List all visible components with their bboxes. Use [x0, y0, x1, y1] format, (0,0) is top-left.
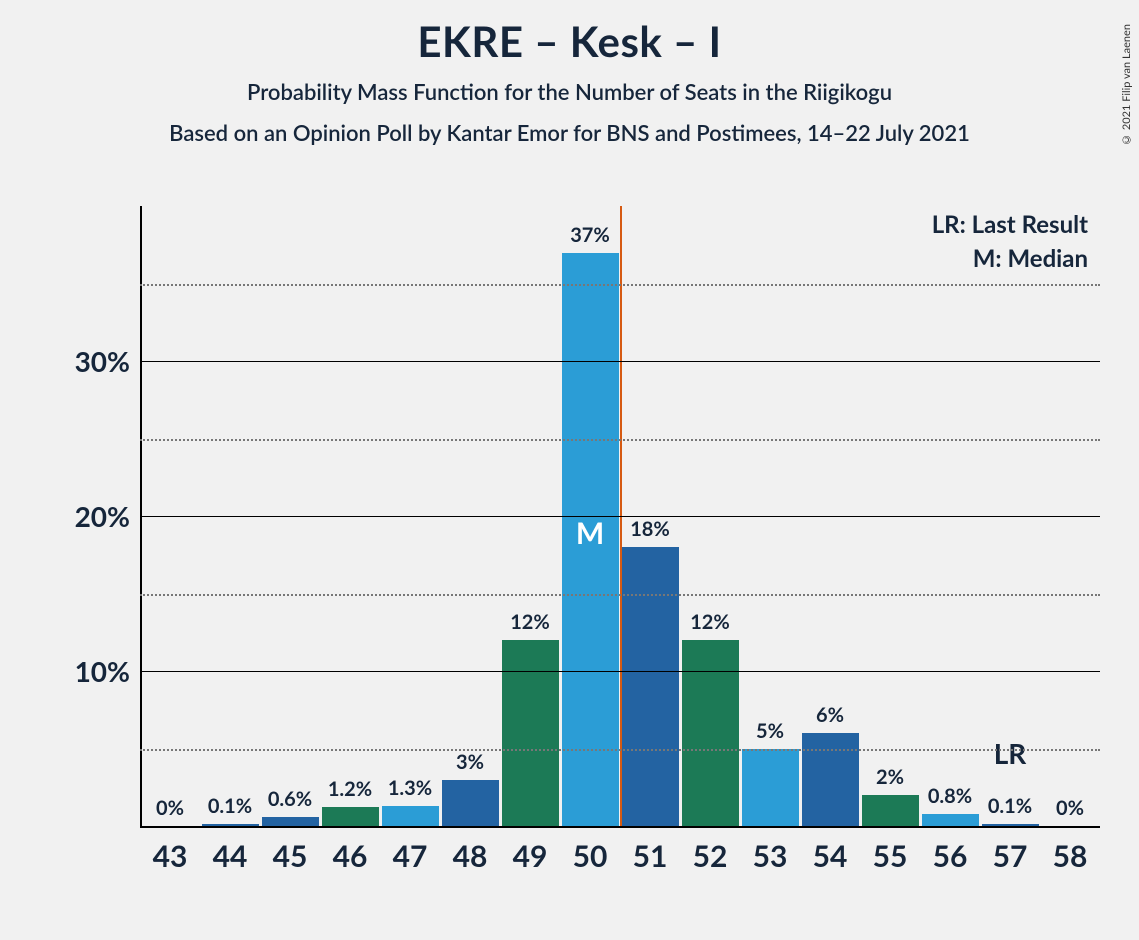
x-axis — [140, 826, 1100, 828]
chart-title: EKRE – Kesk – I — [0, 16, 1139, 66]
bar-value-label: 12% — [490, 610, 570, 634]
x-tick-label: 55 — [860, 838, 920, 874]
x-tick-label: 47 — [380, 838, 440, 874]
chart-subtitle-2: Based on an Opinion Poll by Kantar Emor … — [0, 119, 1139, 146]
x-tick-label: 58 — [1040, 838, 1100, 874]
bar — [262, 817, 319, 826]
gridline-major — [140, 671, 1100, 672]
bar — [502, 640, 559, 826]
x-tick-label: 44 — [200, 838, 260, 874]
chart-subtitle-1: Probability Mass Function for the Number… — [0, 78, 1139, 105]
bar-value-label: 3% — [430, 750, 510, 774]
x-tick-label: 56 — [920, 838, 980, 874]
bar-value-label: 12% — [670, 610, 750, 634]
y-tick-label: 10% — [60, 654, 130, 688]
gridline-minor — [140, 284, 1100, 286]
y-tick-label: 30% — [60, 344, 130, 378]
gridline-minor — [140, 749, 1100, 751]
lr-marker: LR — [994, 736, 1027, 770]
copyright-text: © 2021 Filip van Laenen — [1120, 24, 1133, 146]
gridline-minor — [140, 594, 1100, 596]
x-tick-label: 50 — [560, 838, 620, 874]
bar-value-label: 37% — [550, 223, 630, 247]
gridline-major — [140, 361, 1100, 362]
median-marker: M — [562, 515, 619, 551]
x-tick-label: 48 — [440, 838, 500, 874]
bar — [742, 749, 799, 827]
x-tick-label: 49 — [500, 838, 560, 874]
bar — [442, 780, 499, 827]
x-tick-label: 54 — [800, 838, 860, 874]
bar-value-label: 1.3% — [370, 776, 450, 800]
chart-container: LR: Last Result M: Median 0%0.1%0.6%1.2%… — [60, 206, 1100, 906]
gridline-major — [140, 516, 1100, 517]
x-tick-label: 51 — [620, 838, 680, 874]
bar-value-label: 6% — [790, 703, 870, 727]
bar-value-label: 0% — [1030, 796, 1110, 820]
x-tick-label: 53 — [740, 838, 800, 874]
x-tick-label: 46 — [320, 838, 380, 874]
x-tick-label: 57 — [980, 838, 1040, 874]
bar — [382, 806, 439, 826]
x-tick-label: 45 — [260, 838, 320, 874]
gridline-minor — [140, 439, 1100, 441]
y-tick-label: 20% — [60, 499, 130, 533]
x-tick-label: 52 — [680, 838, 740, 874]
bar — [622, 547, 679, 826]
bar-value-label: 18% — [610, 517, 690, 541]
x-tick-label: 43 — [140, 838, 200, 874]
bar — [322, 807, 379, 826]
